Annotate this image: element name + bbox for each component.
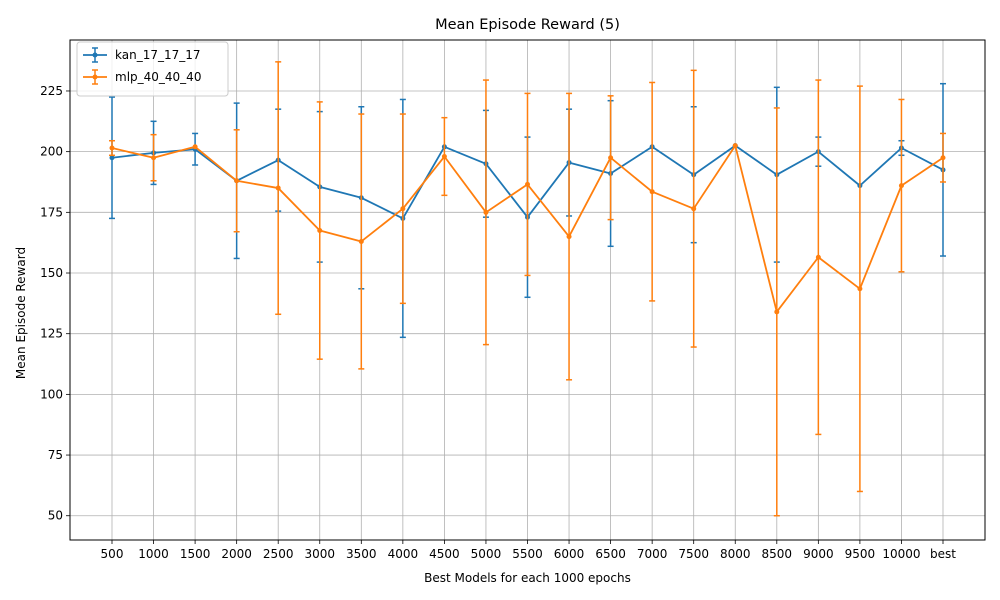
x-tick-label: 4000 [388, 547, 419, 561]
data-point [898, 183, 904, 189]
x-tick-label: 8000 [720, 547, 751, 561]
x-tick-label: best [930, 547, 956, 561]
x-tick-label: 3000 [304, 547, 335, 561]
x-tick-label: 9000 [803, 547, 834, 561]
data-point [192, 144, 198, 150]
x-tick-label: 1000 [138, 547, 169, 561]
data-point [525, 181, 530, 187]
y-tick-label: 200 [40, 145, 63, 159]
y-tick-label: 75 [48, 448, 63, 462]
x-tick-label: 2000 [221, 547, 252, 561]
x-tick-label: 6500 [595, 547, 626, 561]
data-point [109, 155, 115, 161]
x-tick-label: 8500 [762, 547, 793, 561]
axis-ticks: 500 1000 1500 2000 2500 3000 3500 4000 4500 5000 5… [40, 84, 956, 561]
data-point [815, 254, 821, 260]
chart-title: Mean Episode Reward (5) [435, 17, 620, 33]
legend-item: kan_17_17_17 [83, 47, 201, 63]
data-point [317, 228, 323, 234]
data-point [732, 143, 738, 149]
y-axis-label: Mean Episode Reward [14, 247, 28, 379]
x-tick-label: 7500 [678, 547, 709, 561]
legend-label: kan_17_17_17 [115, 48, 201, 62]
legend: kan_17_17_17 mlp_40_40_40 [76, 41, 229, 97]
x-tick-label: 9500 [845, 547, 876, 561]
x-tick-label: 1500 [180, 547, 211, 561]
series-layer [109, 61, 946, 517]
data-point [275, 185, 281, 191]
x-tick-label: 500 [101, 547, 124, 561]
y-tick-label: 175 [40, 205, 63, 219]
legend-item: mlp_40_40_40 [83, 69, 201, 85]
series-mlp_40_40_40 [109, 61, 946, 517]
data-point [151, 155, 157, 161]
x-tick-label: 7000 [637, 547, 668, 561]
x-tick-label: 4500 [429, 547, 460, 561]
data-point [483, 209, 489, 215]
legend-label: mlp_40_40_40 [115, 70, 201, 84]
data-point [400, 206, 406, 212]
x-tick-label: 5000 [471, 547, 502, 561]
x-tick-label: 10000 [882, 547, 920, 561]
data-point [358, 238, 364, 244]
data-point [234, 178, 240, 184]
data-point [608, 155, 614, 161]
data-point [691, 206, 697, 212]
data-point [774, 309, 780, 315]
x-tick-label: 6000 [554, 547, 585, 561]
x-tick-label: 3500 [346, 547, 377, 561]
legend-marker [92, 74, 98, 80]
legend-marker [92, 52, 98, 58]
data-point [566, 234, 572, 240]
data-point [441, 154, 447, 160]
x-tick-label: 2500 [263, 547, 294, 561]
legend-box [76, 41, 229, 97]
y-tick-label: 125 [40, 327, 63, 341]
y-tick-label: 50 [48, 509, 63, 523]
x-tick-label: 5500 [512, 547, 543, 561]
y-tick-label: 225 [40, 84, 63, 98]
x-axis-label: Best Models for each 1000 epochs [424, 571, 631, 585]
data-point [649, 189, 655, 195]
y-tick-label: 150 [40, 266, 63, 280]
data-point [857, 286, 863, 292]
data-point [940, 155, 946, 161]
y-tick-label: 100 [40, 387, 63, 401]
data-point [109, 145, 115, 151]
